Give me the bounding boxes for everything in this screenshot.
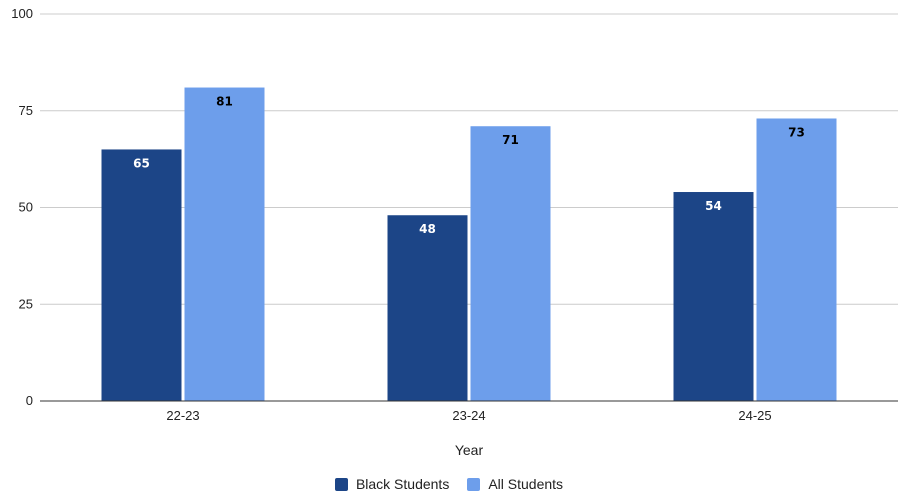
y-tick-label: 50 <box>19 200 33 215</box>
y-tick-label: 25 <box>19 296 33 311</box>
x-axis-title: Year <box>455 442 484 458</box>
bar <box>387 215 468 401</box>
y-axis-ticks: 0 25 50 75 100 <box>11 6 33 408</box>
bars <box>101 87 837 402</box>
x-tick-label: 22-23 <box>166 408 199 423</box>
legend-item-series-2: All Students <box>467 476 563 492</box>
x-axis-ticks: 22-23 23-24 24-25 <box>166 408 771 423</box>
bar-value-label: 48 <box>419 222 436 236</box>
y-tick-label: 0 <box>26 393 33 408</box>
bar-value-label: 81 <box>216 95 233 109</box>
bar <box>756 118 837 402</box>
bar <box>470 126 551 401</box>
legend-swatch-series-2 <box>467 477 481 491</box>
bar-value-label: 54 <box>705 199 722 213</box>
legend-item-series-1: Black Students <box>334 476 450 492</box>
bar-data-labels: 65 81 48 71 54 73 <box>133 95 805 237</box>
gridlines <box>40 13 898 305</box>
y-tick-label: 75 <box>19 103 33 118</box>
bar <box>673 192 754 401</box>
legend: Black Students All Students <box>0 474 898 494</box>
bar-value-label: 65 <box>133 156 150 170</box>
legend-label-series-2: All Students <box>488 476 564 492</box>
bar <box>101 149 182 401</box>
y-tick-label: 100 <box>11 6 33 21</box>
legend-label-series-1: Black Students <box>355 476 450 492</box>
bar-value-label: 73 <box>788 125 805 139</box>
x-tick-label: 24-25 <box>738 408 771 423</box>
bar <box>184 87 265 401</box>
bar-value-label: 71 <box>502 133 519 147</box>
legend-swatch-series-1 <box>334 477 348 491</box>
x-tick-label: 23-24 <box>452 408 485 423</box>
